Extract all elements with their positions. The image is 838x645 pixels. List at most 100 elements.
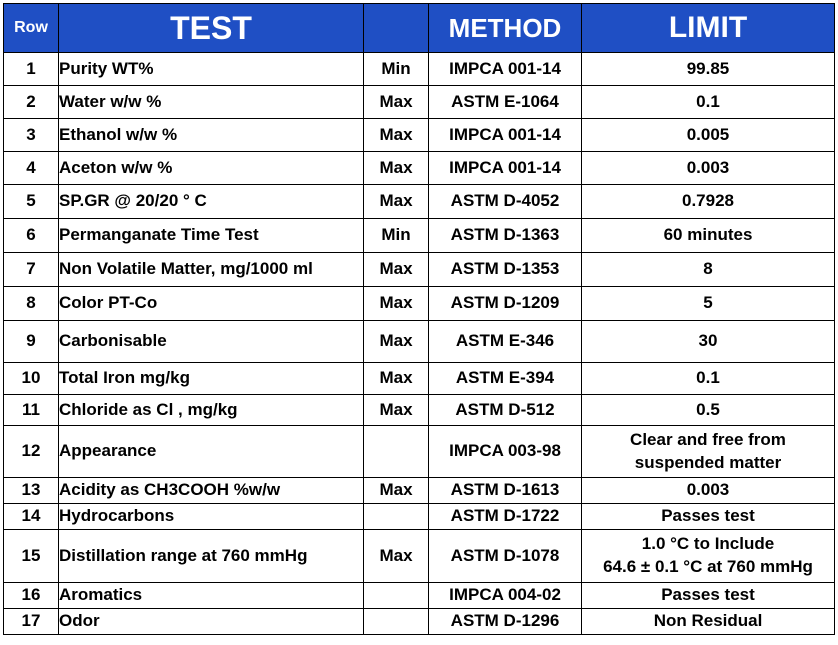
limit: Passes test xyxy=(581,582,835,609)
limit: 0.005 xyxy=(581,118,835,152)
test-name: Water w/w % xyxy=(58,85,364,119)
limit-line-2: suspended matter xyxy=(634,452,782,472)
limit: Passes test xyxy=(581,503,835,530)
test-name: Carbonisable xyxy=(58,320,364,363)
limit-line-2: 64.6 ± 0.1 °C at 760 mmHg xyxy=(603,557,813,576)
row-number: 5 xyxy=(3,184,59,219)
limit: 0.003 xyxy=(581,477,835,504)
row-number: 9 xyxy=(3,320,59,363)
limit: 30 xyxy=(581,320,835,363)
header-row: Row TEST METHOD LIMIT xyxy=(3,3,835,53)
table-row: 14 Hydrocarbons ASTM D-1722 Passes test xyxy=(3,503,835,530)
min-max xyxy=(363,503,429,530)
test-name: Total Iron mg/kg xyxy=(58,362,364,395)
method: ASTM D-1722 xyxy=(428,503,582,530)
test-name: Non Volatile Matter, mg/1000 ml xyxy=(58,252,364,287)
row-number: 15 xyxy=(3,529,59,583)
min-max: Max xyxy=(363,362,429,395)
method: IMPCA 001-14 xyxy=(428,52,582,86)
min-max: Max xyxy=(363,184,429,219)
method: ASTM D-1209 xyxy=(428,286,582,321)
limit-line-1: 1.0 °C to Include xyxy=(641,534,775,554)
table-row: 10 Total Iron mg/kg Max ASTM E-394 0.1 xyxy=(3,362,835,395)
table-row: 9 Carbonisable Max ASTM E-346 30 xyxy=(3,320,835,363)
row-number: 13 xyxy=(3,477,59,504)
test-name: Permanganate Time Test xyxy=(58,218,364,253)
method: ASTM D-1078 xyxy=(428,529,582,583)
min-max: Max xyxy=(363,286,429,321)
method: ASTM E-394 xyxy=(428,362,582,395)
row-number: 6 xyxy=(3,218,59,253)
row-number: 2 xyxy=(3,85,59,119)
test-name: Acidity as CH3COOH %w/w xyxy=(58,477,364,504)
limit: 1.0 °C to Include 64.6 ± 0.1 °C at 760 m… xyxy=(581,529,835,583)
min-max xyxy=(363,425,429,478)
min-max: Max xyxy=(363,320,429,363)
method: ASTM D-1613 xyxy=(428,477,582,504)
limit: 0.5 xyxy=(581,394,835,426)
table-row: 11 Chloride as Cl , mg/kg Max ASTM D-512… xyxy=(3,394,835,426)
min-max: Max xyxy=(363,252,429,287)
min-max xyxy=(363,608,429,635)
limit: 0.1 xyxy=(581,362,835,395)
table-row: 5 SP.GR @ 20/20 ° C Max ASTM D-4052 0.79… xyxy=(3,184,835,219)
table-row: 8 Color PT-Co Max ASTM D-1209 5 xyxy=(3,286,835,321)
method: ASTM D-1296 xyxy=(428,608,582,635)
table-row: 13 Acidity as CH3COOH %w/w Max ASTM D-16… xyxy=(3,477,835,504)
test-name: Aromatics xyxy=(58,582,364,609)
min-max: Max xyxy=(363,529,429,583)
method: ASTM E-346 xyxy=(428,320,582,363)
row-number: 4 xyxy=(3,151,59,185)
table-row: 2 Water w/w % Max ASTM E-1064 0.1 xyxy=(3,85,835,119)
min-max: Max xyxy=(363,118,429,152)
limit: 5 xyxy=(581,286,835,321)
limit: 0.7928 xyxy=(581,184,835,219)
table-row: 3 Ethanol w/w % Max IMPCA 001-14 0.005 xyxy=(3,118,835,152)
method: IMPCA 004-02 xyxy=(428,582,582,609)
limit: 8 xyxy=(581,252,835,287)
method: IMPCA 001-14 xyxy=(428,151,582,185)
min-max: Max xyxy=(363,477,429,504)
test-name: Hydrocarbons xyxy=(58,503,364,530)
min-max: Min xyxy=(363,218,429,253)
row-number: 1 xyxy=(3,52,59,86)
limit: Clear and free from suspended matter xyxy=(581,425,835,478)
table-row: 6 Permanganate Time Test Min ASTM D-1363… xyxy=(3,218,835,253)
test-name: Color PT-Co xyxy=(58,286,364,321)
row-number: 14 xyxy=(3,503,59,530)
test-name: Ethanol w/w % xyxy=(58,118,364,152)
test-name: Appearance xyxy=(58,425,364,478)
method: IMPCA 001-14 xyxy=(428,118,582,152)
table-row: 12 Appearance IMPCA 003-98 Clear and fre… xyxy=(3,425,835,478)
table-row: 16 Aromatics IMPCA 004-02 Passes test xyxy=(3,582,835,609)
row-number: 12 xyxy=(3,425,59,478)
table-row: 1 Purity WT% Min IMPCA 001-14 99.85 xyxy=(3,52,835,86)
header-minmax xyxy=(363,3,429,53)
row-number: 3 xyxy=(3,118,59,152)
limit-line-1: Clear and free from xyxy=(630,429,786,449)
min-max xyxy=(363,582,429,609)
min-max: Min xyxy=(363,52,429,86)
row-number: 17 xyxy=(3,608,59,635)
limit: 0.1 xyxy=(581,85,835,119)
method: ASTM D-512 xyxy=(428,394,582,426)
method: IMPCA 003-98 xyxy=(428,425,582,478)
table-row: 4 Aceton w/w % Max IMPCA 001-14 0.003 xyxy=(3,151,835,185)
row-number: 8 xyxy=(3,286,59,321)
min-max: Max xyxy=(363,394,429,426)
row-number: 16 xyxy=(3,582,59,609)
method: ASTM D-1363 xyxy=(428,218,582,253)
header-test: TEST xyxy=(58,3,364,53)
min-max: Max xyxy=(363,85,429,119)
test-name: Chloride as Cl , mg/kg xyxy=(58,394,364,426)
method: ASTM E-1064 xyxy=(428,85,582,119)
row-number: 10 xyxy=(3,362,59,395)
test-name: Purity WT% xyxy=(58,52,364,86)
test-name: SP.GR @ 20/20 ° C xyxy=(58,184,364,219)
test-name: Distillation range at 760 mmHg xyxy=(58,529,364,583)
test-name: Odor xyxy=(58,608,364,635)
table-row: 17 Odor ASTM D-1296 Non Residual xyxy=(3,608,835,635)
header-method: METHOD xyxy=(428,3,582,53)
test-name: Aceton w/w % xyxy=(58,151,364,185)
method: ASTM D-4052 xyxy=(428,184,582,219)
